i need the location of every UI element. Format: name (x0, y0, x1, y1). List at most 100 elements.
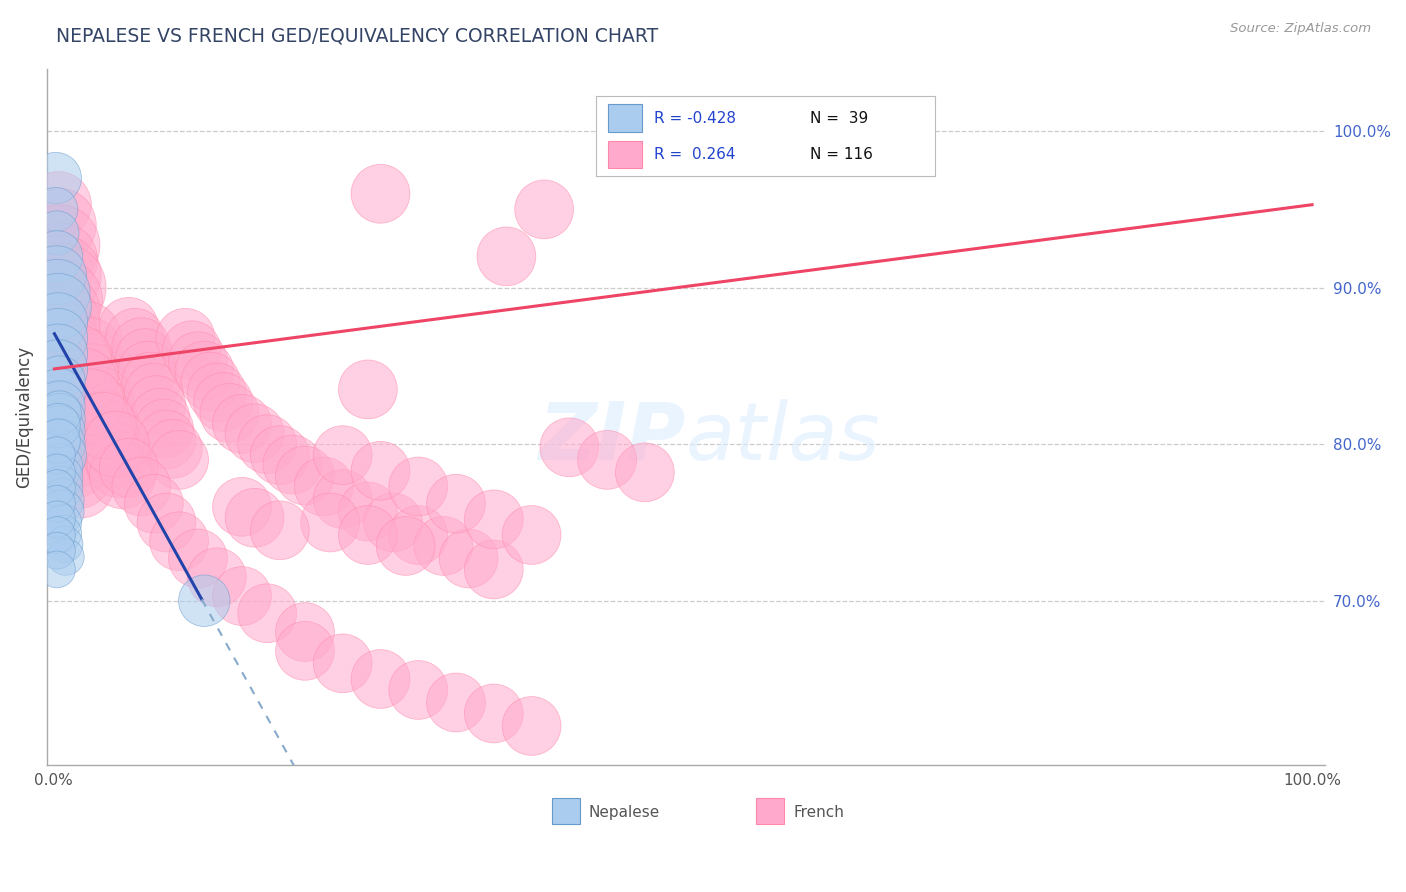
Point (520, 719, 543, 733)
Point (142, 497, 165, 511)
Point (46, 285, 69, 300)
Point (48, 437, 70, 451)
Point (180, 343, 202, 358)
Point (67, 468, 90, 483)
Point (46, 346, 69, 360)
Point (634, 466, 657, 480)
Text: ZIP: ZIP (538, 399, 686, 476)
Point (46, 528, 69, 542)
Point (46, 434, 69, 448)
Point (231, 417, 253, 431)
Point (98, 426, 121, 441)
Point (136, 364, 159, 378)
Point (482, 562, 505, 576)
Point (80, 395, 103, 409)
Point (256, 437, 278, 451)
Point (145, 398, 167, 412)
Point (46, 512, 69, 526)
Point (457, 551, 479, 566)
Point (49, 268, 72, 282)
Point (281, 458, 304, 472)
Point (46, 466, 69, 480)
Text: French: French (793, 805, 844, 820)
Point (58, 406, 80, 420)
Point (46, 362, 69, 376)
Point (105, 437, 128, 451)
Point (332, 448, 354, 462)
Point (124, 331, 146, 345)
Point (51, 504, 73, 518)
Point (187, 354, 209, 368)
Point (52, 516, 75, 530)
Point (155, 433, 177, 447)
Point (131, 340, 153, 354)
Point (56, 373, 79, 387)
Point (370, 464, 392, 478)
Point (141, 375, 163, 389)
Point (142, 385, 165, 400)
Point (52, 526, 75, 541)
Point (103, 437, 125, 451)
Point (46, 418, 69, 433)
Point (46, 543, 69, 558)
Point (48, 238, 70, 252)
Point (46, 197, 69, 211)
Point (558, 440, 581, 454)
Point (193, 364, 215, 378)
Point (382, 516, 405, 530)
Point (406, 528, 429, 542)
Point (46, 497, 69, 511)
Point (332, 657, 354, 671)
Point (77, 343, 100, 358)
Point (212, 395, 235, 409)
Point (167, 453, 190, 467)
Point (93, 418, 115, 433)
Text: atlas: atlas (686, 399, 880, 476)
Point (231, 589, 253, 603)
Point (58, 395, 80, 409)
Point (432, 539, 454, 553)
Point (520, 528, 543, 542)
Point (60, 426, 83, 441)
Point (49, 459, 72, 474)
Point (269, 448, 291, 462)
Point (45, 202, 67, 217)
Point (59, 415, 82, 429)
Point (370, 672, 392, 686)
Point (67, 351, 90, 365)
Point (205, 570, 228, 584)
Point (55, 549, 77, 564)
Point (63, 448, 86, 462)
Point (444, 696, 467, 710)
Point (482, 512, 505, 526)
Point (596, 453, 619, 467)
Point (482, 706, 505, 721)
Point (51, 280, 73, 294)
Point (53, 340, 76, 354)
Point (312, 479, 335, 493)
Point (395, 539, 418, 553)
Point (193, 593, 215, 607)
Point (55, 351, 77, 365)
Point (332, 491, 354, 506)
Point (46, 448, 69, 462)
Point (52, 315, 75, 329)
Point (48, 425, 70, 439)
Bar (551, 797, 579, 824)
Point (231, 500, 253, 514)
Point (167, 534, 190, 549)
Point (131, 479, 153, 493)
Point (155, 516, 177, 530)
Point (94, 417, 117, 431)
Point (93, 406, 115, 420)
Point (495, 249, 517, 263)
Y-axis label: GED/Equivalency: GED/Equivalency (15, 346, 32, 488)
Point (58, 384, 80, 398)
Point (243, 510, 266, 524)
Point (90, 393, 112, 408)
Point (86, 383, 108, 397)
Point (62, 437, 84, 451)
Point (243, 426, 266, 441)
Point (256, 607, 278, 621)
Point (53, 537, 76, 551)
